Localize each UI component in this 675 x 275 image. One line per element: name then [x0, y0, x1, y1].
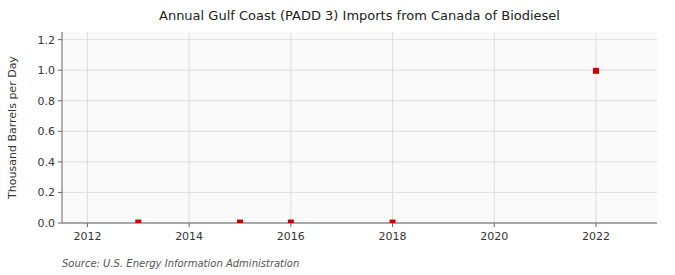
grid-line — [62, 131, 657, 132]
tick-label: 0.4 — [38, 156, 56, 169]
grid-line — [62, 70, 657, 71]
chart: Annual Gulf Coast (PADD 3) Imports from … — [0, 0, 675, 275]
grid-line — [62, 39, 657, 40]
grid-line — [87, 32, 88, 223]
tick-label: 2020 — [480, 230, 508, 243]
point — [135, 220, 141, 223]
point — [593, 68, 599, 74]
tick-label: 0.2 — [38, 186, 56, 199]
grid-line — [62, 192, 657, 193]
x-axis-line — [62, 223, 657, 224]
annotation: Source: U.S. Energy Information Administ… — [62, 258, 299, 269]
grid-line — [62, 100, 657, 101]
tick-mark — [290, 223, 291, 227]
chart-container: Annual Gulf Coast (PADD 3) Imports from … — [0, 0, 675, 275]
y-axis-label: Thousand Barrels per Day — [6, 56, 19, 200]
point — [237, 220, 243, 223]
point — [288, 220, 294, 223]
tick-mark — [494, 223, 495, 227]
tick-mark — [58, 192, 62, 193]
point — [390, 220, 396, 223]
tick-mark — [58, 131, 62, 132]
tick-label: 2012 — [73, 230, 101, 243]
tick-label: 2016 — [277, 230, 305, 243]
tick-mark — [58, 223, 62, 224]
grid-line — [494, 32, 495, 223]
tick-mark — [87, 223, 88, 227]
grid-line — [62, 223, 657, 224]
grid — [62, 32, 657, 223]
plot-area — [62, 32, 657, 223]
tick-mark — [58, 100, 62, 101]
title: Annual Gulf Coast (PADD 3) Imports from … — [159, 8, 560, 23]
grid-line — [62, 161, 657, 162]
axes: 0.0 0.2 0.4 0.6 0.8 1.0 1.2 2012 2014 2016 2018 202… — [38, 32, 658, 243]
tick-label: 2014 — [175, 230, 203, 243]
tick-mark — [58, 161, 62, 162]
grid-line — [290, 32, 291, 223]
tick-label: 0.8 — [38, 95, 56, 108]
grid-line — [392, 32, 393, 223]
tick-mark — [595, 223, 596, 227]
tick-mark — [189, 223, 190, 227]
tick-label: 0.6 — [38, 125, 56, 138]
tick-label: 2018 — [379, 230, 407, 243]
tick-mark — [58, 70, 62, 71]
grid-line — [189, 32, 190, 223]
y-axis-line — [62, 32, 63, 223]
tick-label: 1.0 — [38, 64, 56, 77]
grid-line — [595, 32, 596, 223]
tick-label: 2022 — [582, 230, 610, 243]
tick-mark — [58, 39, 62, 40]
tick-label: 1.2 — [38, 34, 56, 47]
tick-mark — [392, 223, 393, 227]
points — [135, 68, 599, 223]
tick-label: 0.0 — [38, 217, 56, 230]
